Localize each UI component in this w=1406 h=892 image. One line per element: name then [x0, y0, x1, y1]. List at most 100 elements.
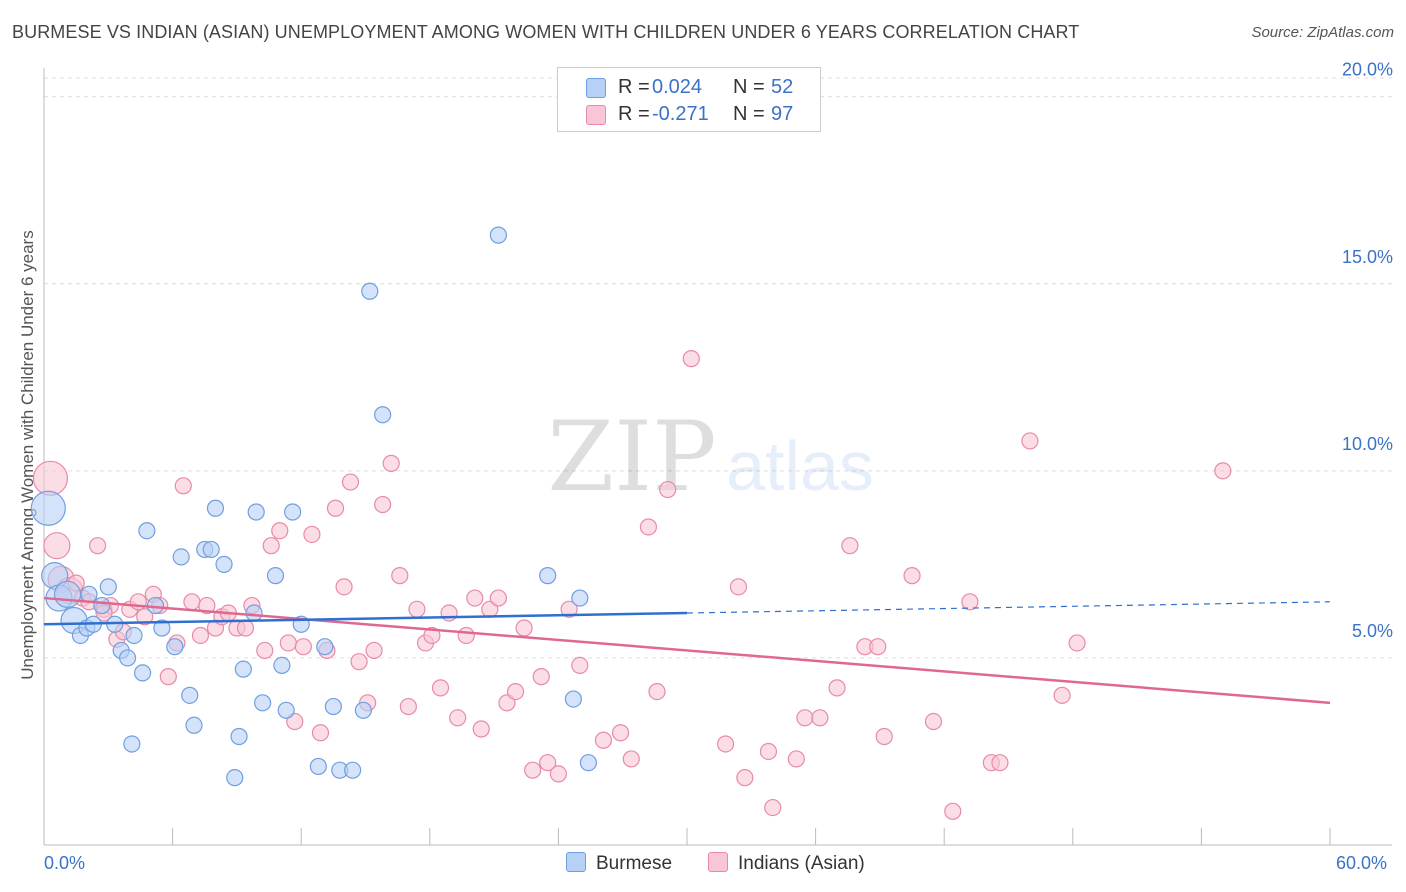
- indian-point: [759, 742, 778, 761]
- burmese-point: [254, 694, 272, 712]
- burmese-point: [166, 638, 184, 656]
- watermark-zip: ZIP: [547, 401, 716, 513]
- indian-point: [539, 754, 557, 772]
- burmese-point: [99, 578, 117, 596]
- r-label: R =: [618, 103, 650, 125]
- burmese-trend-extension: [686, 601, 1331, 614]
- n-label: N =: [733, 103, 765, 125]
- burmese-point: [361, 282, 379, 300]
- burmese-point: [181, 686, 199, 704]
- burmese-point: [80, 585, 98, 603]
- watermark-atlas: atlas: [726, 427, 874, 505]
- grid-lines: [44, 77, 1392, 659]
- indian-point: [43, 532, 71, 560]
- indian-point: [991, 754, 1009, 772]
- indian-point: [532, 668, 550, 686]
- indian-point: [729, 578, 748, 596]
- burmese-point: [118, 649, 137, 667]
- indian-point: [174, 477, 192, 495]
- indian-point: [944, 802, 962, 820]
- indian-point: [391, 567, 409, 585]
- burmese-series: [30, 226, 598, 787]
- burmese-point: [539, 567, 557, 585]
- indian-point: [198, 596, 216, 615]
- r-value: 0.024: [652, 76, 703, 98]
- y-tick-label: 15.0%: [1342, 247, 1393, 267]
- indian-point: [594, 731, 613, 749]
- indian-point: [423, 626, 441, 645]
- indian-point: [256, 641, 274, 660]
- indian-point: [408, 600, 426, 618]
- trend-lines: [43, 596, 1331, 705]
- burmese-point: [226, 769, 244, 787]
- n-value: 97: [771, 103, 794, 125]
- burmese-point: [30, 490, 66, 526]
- burmese-point: [284, 503, 302, 521]
- burmese-point: [273, 656, 291, 675]
- indian-point: [811, 709, 829, 727]
- indian-point: [1214, 462, 1232, 480]
- burmese-point: [266, 567, 285, 585]
- indian-point: [311, 724, 330, 742]
- indian-point: [524, 761, 542, 779]
- indian-point: [961, 593, 979, 611]
- burmese-swatch: [566, 852, 586, 872]
- indian-point: [88, 537, 107, 555]
- indian-point: [924, 712, 943, 731]
- indian-point: [303, 525, 321, 544]
- indian-point: [374, 495, 392, 514]
- burmese-point: [123, 735, 141, 753]
- indian-point: [365, 641, 383, 660]
- indian-point: [294, 638, 312, 656]
- burmese-swatch: [586, 78, 606, 98]
- n-label: N =: [733, 76, 765, 98]
- indian-point: [159, 668, 177, 686]
- indian-point: [32, 460, 69, 496]
- burmese-point: [374, 406, 392, 424]
- indian-point: [828, 679, 846, 697]
- legend-item-burmese[interactable]: Burmese: [566, 852, 672, 875]
- indian-point: [796, 709, 814, 727]
- legend-item-indian[interactable]: Indians (Asian): [708, 852, 865, 875]
- legend-label-indian: Indians (Asian): [738, 853, 865, 874]
- indian-point: [399, 697, 417, 716]
- x-tick-min: 0.0%: [44, 853, 86, 873]
- indian-point: [611, 724, 630, 742]
- indian-point: [639, 518, 658, 536]
- burmese-point: [564, 690, 583, 708]
- indian-point: [716, 735, 735, 753]
- indian-point: [869, 638, 887, 656]
- correlation-legend: R = 0.024 N = 52 R = -0.271 N = 97: [557, 67, 821, 132]
- watermark: ZIP atlas: [547, 401, 874, 513]
- burmese-point: [245, 604, 263, 622]
- burmese-point: [53, 580, 82, 608]
- axes: [43, 68, 1392, 846]
- indian-point: [506, 682, 525, 701]
- indian-point: [622, 750, 640, 768]
- indian-point: [659, 480, 677, 499]
- chart-title: BURMESE VS INDIAN (ASIAN) UNEMPLOYMENT A…: [12, 22, 1080, 42]
- indian-point: [191, 626, 210, 645]
- burmese-point: [138, 522, 156, 540]
- indian-point: [875, 727, 893, 746]
- indian-point: [841, 537, 859, 555]
- burmese-point: [202, 540, 220, 559]
- indian-point: [560, 600, 578, 618]
- burmese-point: [344, 761, 362, 779]
- burmese-point: [215, 555, 233, 573]
- indian-point: [903, 567, 921, 585]
- indian-point: [335, 578, 353, 596]
- indian-point: [279, 634, 297, 652]
- indian-point: [472, 720, 490, 738]
- indian-point: [1068, 634, 1086, 652]
- indian-point: [136, 608, 154, 626]
- indian-trend-line: [43, 596, 1331, 705]
- burmese-point: [324, 697, 342, 716]
- indian-point: [382, 454, 400, 472]
- y-tick-labels: 5.0% 10.0% 15.0% 20.0%: [1342, 60, 1393, 641]
- burmese-point: [206, 499, 225, 517]
- indian-point: [350, 653, 368, 671]
- indian-point: [764, 798, 782, 817]
- burmese-point: [133, 664, 152, 682]
